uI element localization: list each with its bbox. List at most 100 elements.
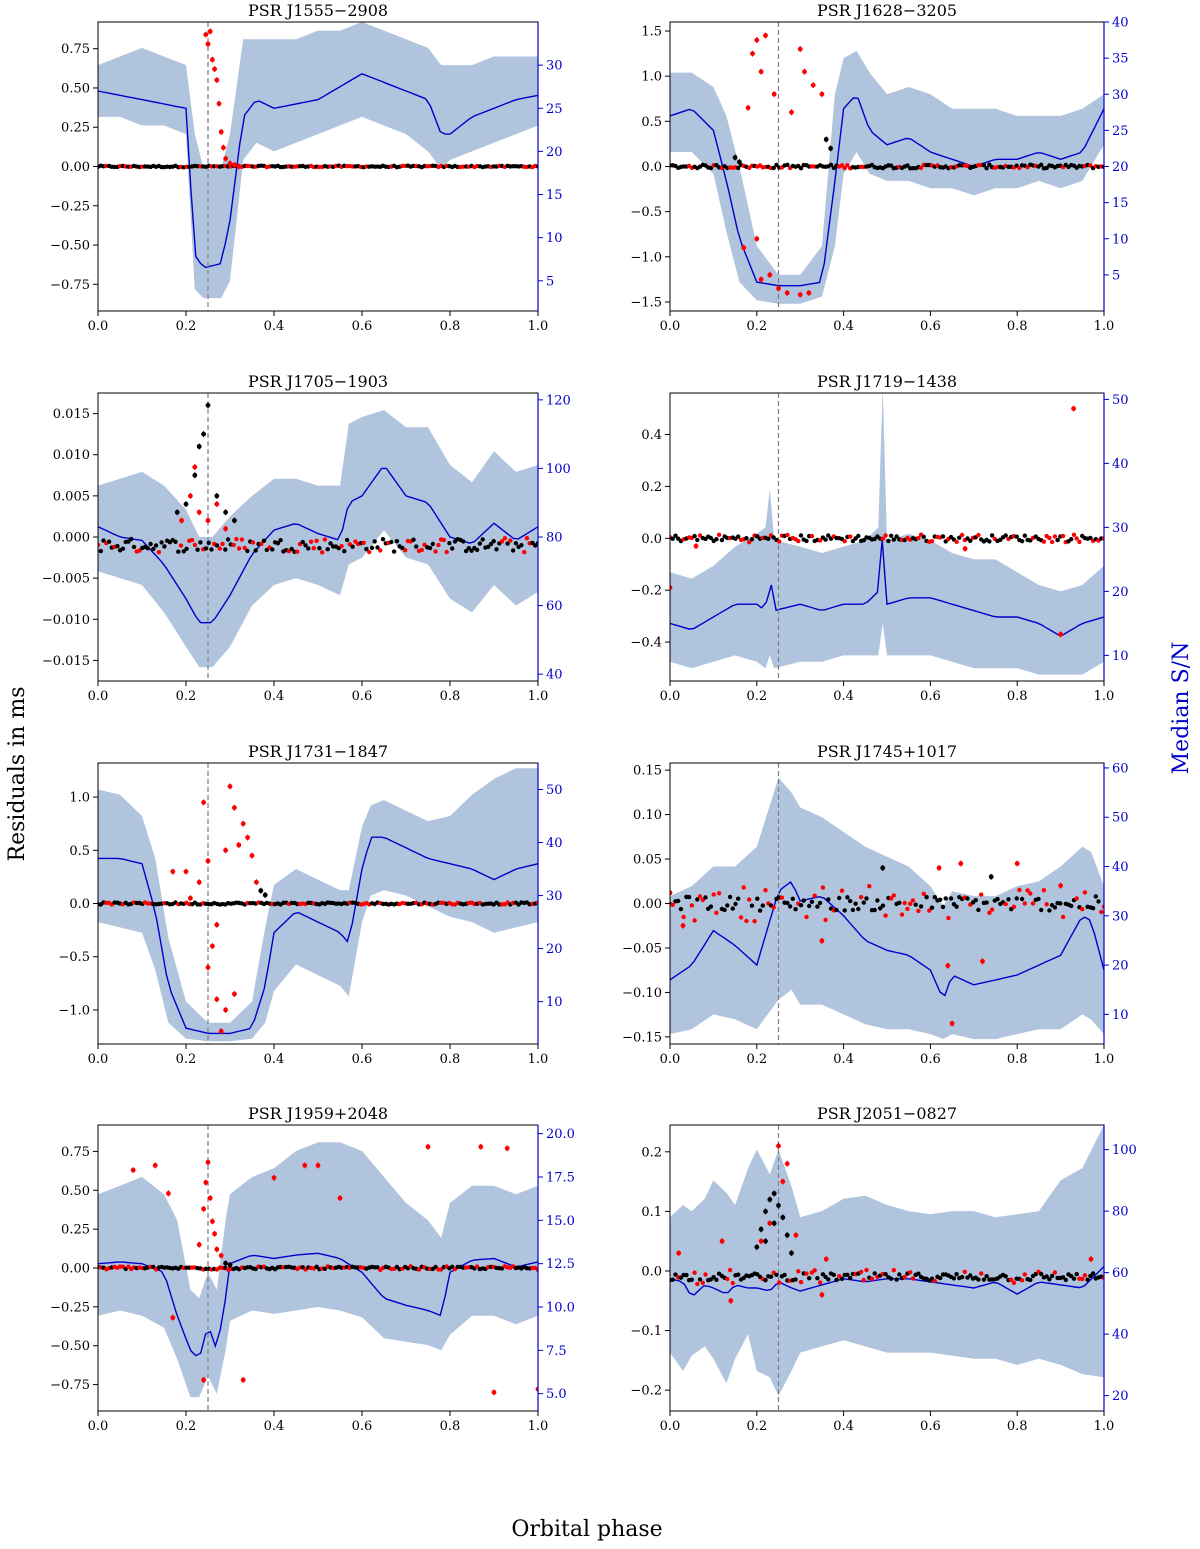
residual-point xyxy=(1025,888,1030,893)
residual-point xyxy=(250,540,256,545)
residual-point xyxy=(1047,908,1052,913)
y-tick-label-right: 20.0 xyxy=(546,1127,575,1142)
y-tick-label-right: 15 xyxy=(546,188,563,203)
residual-point xyxy=(848,534,853,539)
x-tick-label: 0.0 xyxy=(88,1052,109,1067)
residual-point xyxy=(722,907,727,913)
residual-point xyxy=(864,1267,869,1273)
median-sn-line xyxy=(98,73,538,269)
residual-point xyxy=(1088,1256,1094,1262)
residual-point xyxy=(1014,534,1019,539)
residual-point xyxy=(684,1272,689,1278)
x-tick-label: 0.2 xyxy=(176,689,197,704)
y-axis-label-left: Residuals in ms xyxy=(5,687,30,862)
y-tick-label-right: 5.0 xyxy=(546,1387,567,1402)
residual-point xyxy=(1074,536,1079,541)
residual-point xyxy=(784,290,790,296)
residual-point xyxy=(673,533,678,538)
residual-point xyxy=(916,908,921,914)
residual-point xyxy=(184,546,189,551)
residual-point xyxy=(927,908,932,913)
residual-point xyxy=(488,541,494,547)
residual-point xyxy=(820,885,826,890)
x-tick-label: 0.8 xyxy=(1007,1052,1028,1067)
residual-point xyxy=(826,1277,831,1282)
y-tick-label-left: −0.15 xyxy=(622,1030,662,1045)
x-tick-label: 0.6 xyxy=(920,689,941,704)
residual-point xyxy=(899,912,905,917)
y-tick-label-left: 0.10 xyxy=(633,808,662,823)
y-tick-label-right: 40 xyxy=(546,668,563,683)
residual-point xyxy=(936,865,942,871)
residual-point xyxy=(120,546,126,551)
residual-point xyxy=(441,537,447,543)
residual-point xyxy=(519,543,524,548)
residual-point xyxy=(433,549,438,554)
residual-point xyxy=(812,893,817,898)
residual-point xyxy=(758,1238,764,1244)
residual-point xyxy=(797,46,803,52)
residual-point xyxy=(1006,897,1011,902)
residual-point xyxy=(785,532,790,538)
residual-point xyxy=(444,549,449,555)
y-tick-label-right: 100 xyxy=(546,462,571,477)
x-tick-label: 0.8 xyxy=(440,319,461,334)
residual-point xyxy=(129,536,134,542)
residual-point xyxy=(239,537,245,542)
residual-point xyxy=(888,896,894,901)
residual-point xyxy=(902,900,907,906)
residual-point xyxy=(779,895,785,900)
residual-point xyxy=(236,842,242,848)
residual-point xyxy=(801,898,806,903)
residual-point xyxy=(378,548,383,553)
residual-point xyxy=(886,538,891,544)
y-tick-label-left: −0.75 xyxy=(50,278,90,293)
residual-point xyxy=(763,888,768,893)
residual-point xyxy=(394,539,400,544)
residual-point xyxy=(178,543,184,548)
y-tick-label-left: 0.0 xyxy=(641,160,662,175)
residual-point xyxy=(148,541,153,547)
residual-point xyxy=(741,245,747,251)
y-tick-label-left: −0.1 xyxy=(630,1324,662,1339)
residual-point xyxy=(782,1272,787,1278)
plot-area xyxy=(670,393,1104,681)
residual-point xyxy=(463,548,469,554)
y-tick-label-right: 17.5 xyxy=(546,1171,575,1186)
y-tick-label-left: −0.2 xyxy=(630,1384,662,1399)
residual-point xyxy=(218,1253,224,1258)
x-tick-label: 0.2 xyxy=(746,319,767,334)
y-tick-label-right: 80 xyxy=(1112,1205,1129,1220)
residual-point xyxy=(209,547,214,552)
chart-panel: PSR J1719−1438 0.0 0.2 0.4 0.6 0.8 1.0 0.4 0.2 0.… xyxy=(630,372,1128,704)
y-tick-label-left: −0.2 xyxy=(630,584,662,599)
x-tick-label: 0.2 xyxy=(746,689,767,704)
residual-point xyxy=(223,509,229,515)
residual-point xyxy=(206,540,211,545)
residual-point xyxy=(1052,1270,1058,1275)
residual-point xyxy=(115,544,120,549)
residual-point xyxy=(730,906,735,911)
residual-point xyxy=(192,472,198,478)
residual-point xyxy=(195,547,200,552)
y-tick-label-left: 0.00 xyxy=(61,160,90,175)
residual-point xyxy=(317,546,322,551)
y-tick-label-right: 5 xyxy=(1112,268,1120,283)
residual-point xyxy=(774,1272,779,1278)
x-tick-label: 0.8 xyxy=(440,689,461,704)
residual-point xyxy=(831,1272,836,1278)
residual-point xyxy=(101,538,106,543)
residual-point xyxy=(817,1280,823,1285)
residual-point xyxy=(929,539,935,544)
residual-point xyxy=(436,542,441,548)
x-tick-label: 0.4 xyxy=(264,689,285,704)
y-tick-label-left: −0.75 xyxy=(50,1378,90,1393)
residual-point xyxy=(771,1191,777,1196)
y-tick-label-left: 1.0 xyxy=(69,791,90,806)
residual-point xyxy=(1003,533,1008,538)
residual-point xyxy=(750,51,755,56)
residual-point xyxy=(214,1246,220,1252)
residual-point xyxy=(819,938,825,944)
residual-point xyxy=(725,1276,730,1282)
